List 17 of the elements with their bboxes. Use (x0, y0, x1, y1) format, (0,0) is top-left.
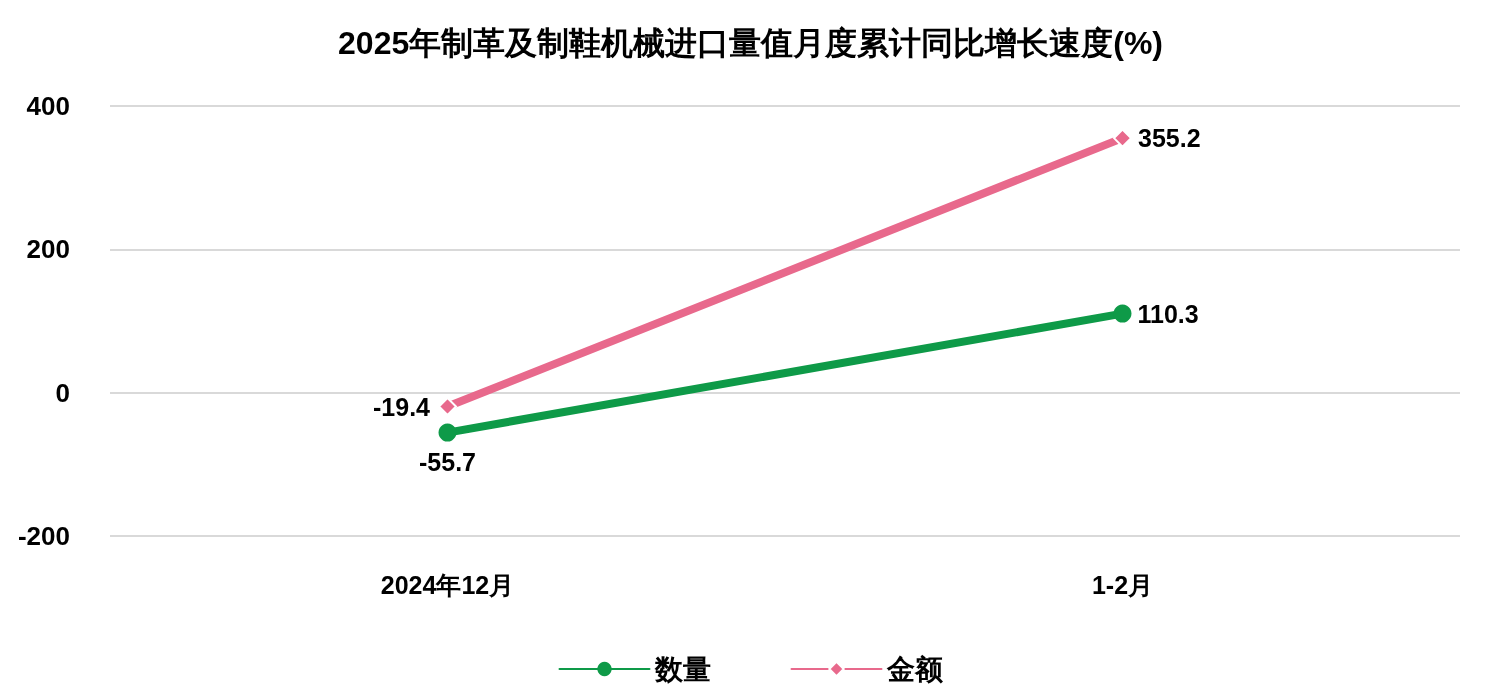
legend-label: 数量 (653, 653, 711, 685)
data-label: 355.2 (1138, 124, 1201, 153)
point (438, 397, 457, 417)
data-label: -55.7 (419, 448, 476, 477)
legend-label: 金额 (885, 653, 944, 685)
data-label: 110.3 (1137, 299, 1199, 328)
data-label: -19.4 (373, 392, 431, 421)
y-tick-label: -200 (17, 521, 70, 551)
x-tick-label: 2024年12月 (380, 570, 515, 599)
point (438, 423, 457, 442)
point (1113, 304, 1132, 323)
x-tick-label: 1-2月 (1091, 570, 1154, 599)
y-tick-label: 0 (55, 377, 70, 408)
y-tick-label: 400 (26, 91, 70, 121)
y-tick-label: 200 (26, 234, 70, 265)
point (1113, 128, 1132, 148)
chart-title: 2025年制革及制鞋机械进口量值月度累计同比增长速度(%) (338, 25, 1163, 61)
